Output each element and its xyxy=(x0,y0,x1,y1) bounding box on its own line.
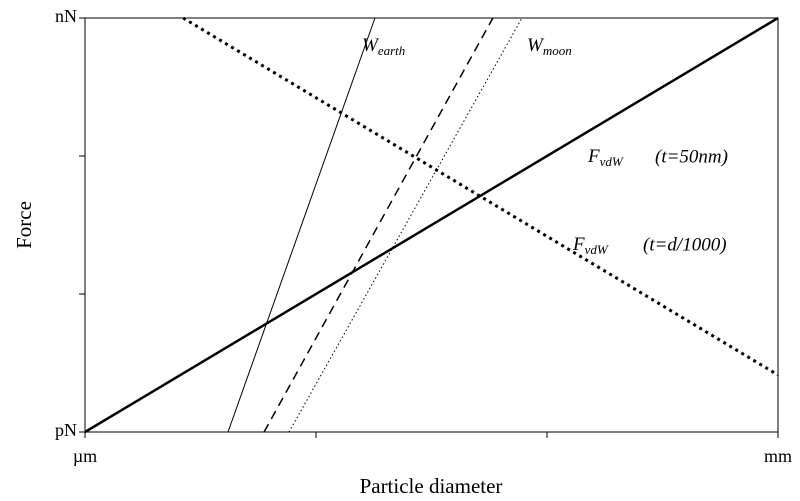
plot-frame xyxy=(84,17,779,433)
annotation: FvdW xyxy=(572,234,609,257)
series-line xyxy=(288,17,523,433)
annotation: Wearth xyxy=(362,35,405,58)
annotation: FvdW xyxy=(587,146,624,169)
series-line xyxy=(84,16,779,434)
x-axis-label: Particle diameter xyxy=(360,474,503,498)
series-line xyxy=(263,17,494,433)
y-tick-label: pN xyxy=(55,420,77,440)
annotation-subscript: moon xyxy=(543,43,572,58)
y-tick-label: nN xyxy=(55,6,77,26)
annotation-text: F xyxy=(587,146,600,167)
annotation-subscript: vdW xyxy=(585,242,609,257)
annotation-suffix: (t=d/1000) xyxy=(643,234,727,255)
x-tick-label: mm xyxy=(764,446,792,466)
annotation-subscript: earth xyxy=(378,43,405,58)
series-line xyxy=(227,17,376,433)
annotation-suffix: (t=50nm) xyxy=(655,146,728,167)
annotation-subscript: vdW xyxy=(600,154,624,169)
annotation-text: W xyxy=(362,35,380,56)
x-tick-label: µm xyxy=(73,446,97,466)
annotation-text: W xyxy=(527,35,545,56)
annotation: Wmoon xyxy=(527,35,572,58)
y-axis-label: Force xyxy=(12,201,36,249)
annotation-text: F xyxy=(572,234,585,255)
